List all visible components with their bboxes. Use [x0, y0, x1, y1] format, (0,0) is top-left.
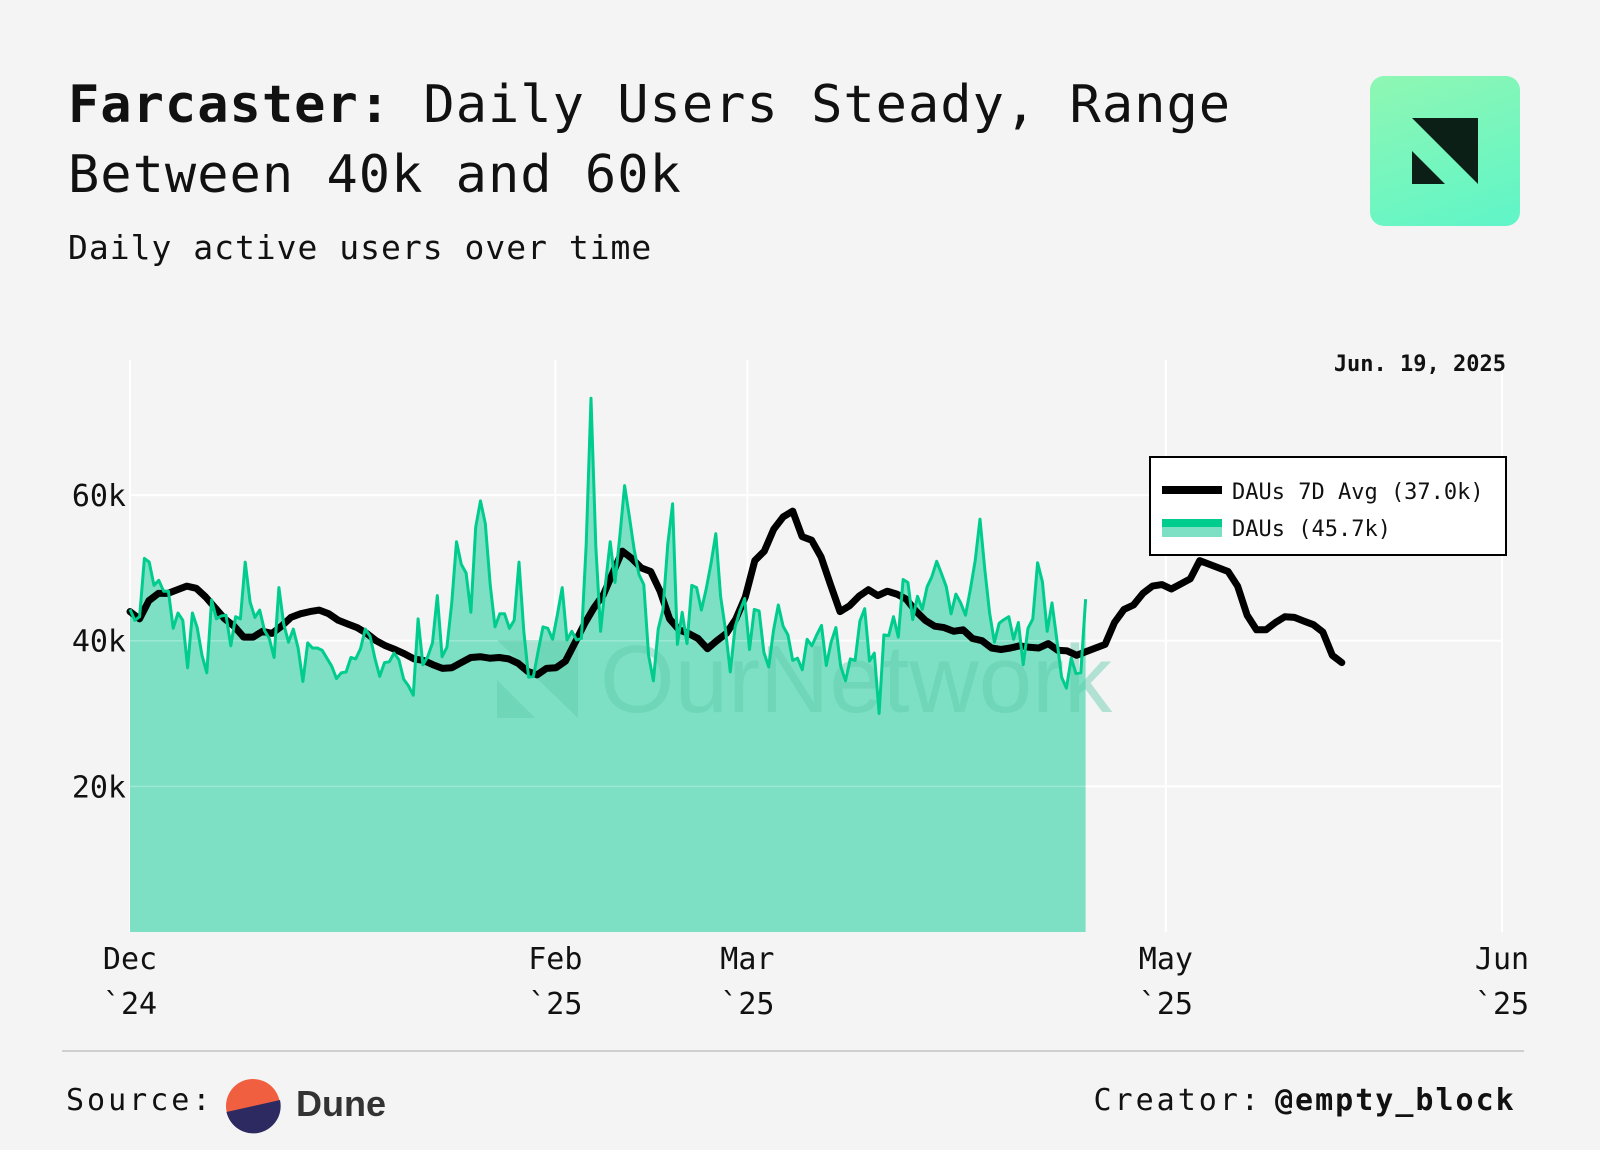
x-tick-year-label: `25: [1139, 987, 1193, 1022]
source-label: Source:: [66, 1083, 214, 1118]
title-brand: Farcaster:: [68, 75, 392, 135]
x-tick-month-label: Jun: [1475, 942, 1529, 977]
ournetwork-logo: [1370, 76, 1520, 226]
legend-label-dau: DAUs (45.7k): [1232, 517, 1391, 542]
footer-divider: [62, 1050, 1524, 1052]
x-tick-month-label: Mar: [720, 942, 774, 977]
title-text: Daily Users Steady, Range Between 40k an…: [68, 75, 1232, 205]
chart-title: Farcaster: Daily Users Steady, Range Bet…: [68, 70, 1268, 210]
legend-swatch-dau-fill: [1162, 527, 1222, 537]
avg-7d-line: [126, 507, 1346, 679]
dau-line: [128, 396, 1088, 715]
legend-swatch-dau: [1162, 519, 1222, 527]
x-tick-month-label: Feb: [528, 942, 582, 977]
watermark-logo-icon: [497, 680, 535, 718]
source-name: Dune: [296, 1083, 386, 1124]
x-tick-year-label: `25: [1475, 987, 1529, 1022]
chart-subtitle: Daily active users over time: [68, 228, 653, 267]
x-tick-year-label: `24: [103, 987, 157, 1022]
dune-logo-icon: [226, 1079, 281, 1134]
y-tick-label: 20k: [72, 770, 126, 805]
date-annotation: Jun. 19, 2025: [1334, 352, 1506, 377]
creator-label: Creator:: [1093, 1083, 1262, 1118]
legend-label-avg: DAUs 7D Avg (37.0k): [1232, 480, 1484, 505]
y-tick-label: 40k: [72, 625, 126, 660]
x-tick-month-label: Dec: [103, 942, 157, 977]
legend-box: [1149, 456, 1507, 556]
y-tick-label: 60k: [72, 479, 126, 514]
legend: DAUs 7D Avg (37.0k) DAUs (45.7k): [1149, 456, 1507, 556]
x-tick-month-label: May: [1139, 942, 1193, 977]
dau-area-chart: OurNetwork20k40k60kDec`24Feb`25Mar`25May…: [72, 352, 1529, 1022]
x-tick-year-label: `25: [528, 987, 582, 1022]
x-tick-year-label: `25: [720, 987, 774, 1022]
ournetwork-logo-icon: [1412, 118, 1478, 184]
creator-handle: @empty_block: [1275, 1083, 1516, 1118]
dau-area-fill: [130, 398, 1086, 932]
